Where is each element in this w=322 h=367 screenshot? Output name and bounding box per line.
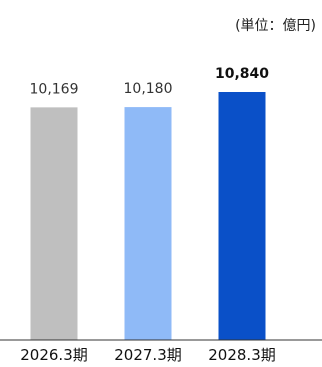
data-label-3: 10,840 xyxy=(215,66,269,82)
bar-3 xyxy=(218,92,266,340)
labels-layer: 10,169 10,180 10,840 xyxy=(30,66,270,97)
data-label-1: 10,169 xyxy=(30,81,79,97)
unit-label: (単位：億円) xyxy=(235,18,316,34)
x-tick-label-3: 2028.3期 xyxy=(208,346,276,364)
x-tick-label-1: 2026.3期 xyxy=(20,346,88,364)
x-tick-label-2: 2027.3期 xyxy=(114,346,182,364)
x-axis-tick-labels: 2026.3期 2027.3期 2028.3期 xyxy=(20,346,276,364)
bars-layer xyxy=(30,92,266,340)
data-label-2: 10,180 xyxy=(124,81,173,97)
bar-2 xyxy=(124,107,172,340)
bar-1 xyxy=(30,107,78,340)
